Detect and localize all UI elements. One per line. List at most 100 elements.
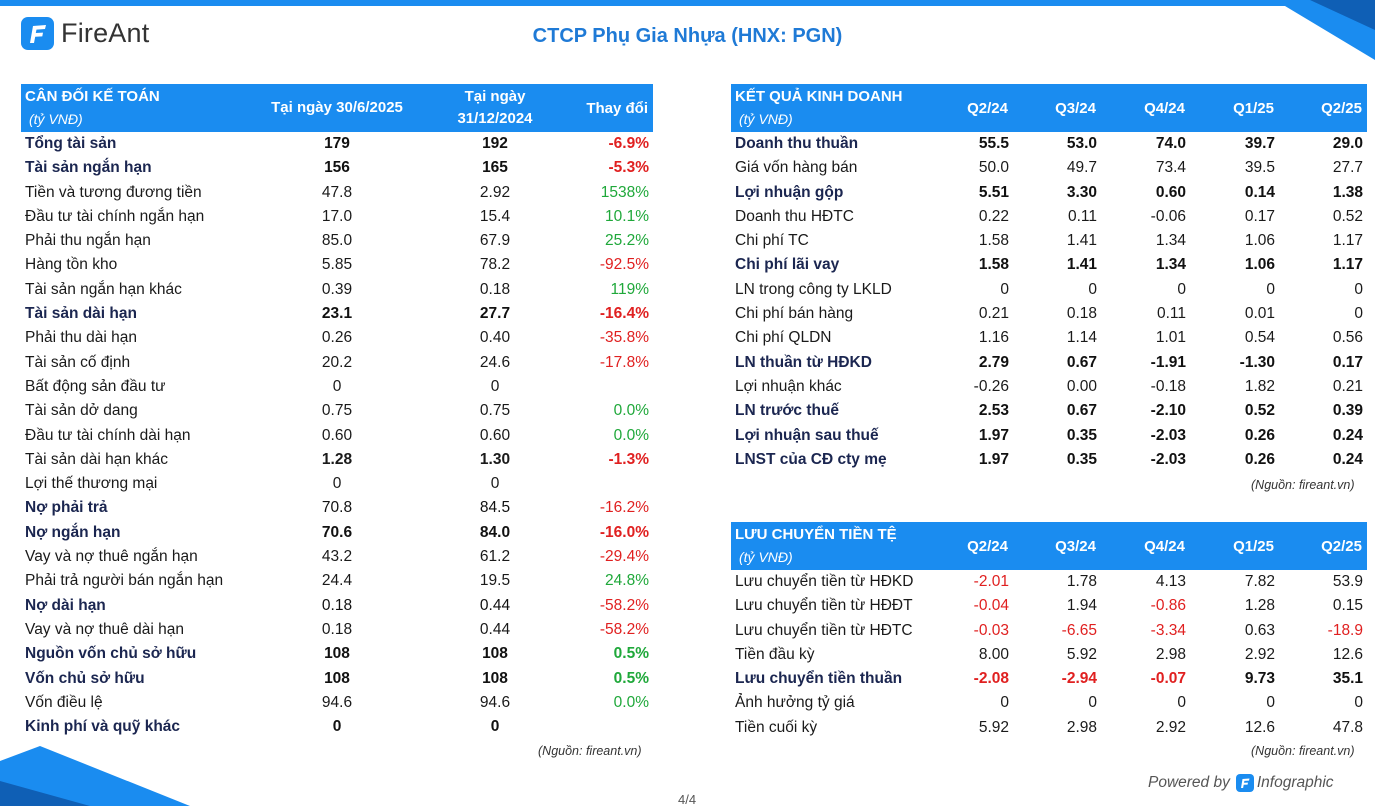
income-statement-header: KẾT QUẢ KINH DOANH (tỷ VNĐ) — [731, 84, 925, 132]
period-value: 7.82 — [1244, 573, 1275, 590]
col-header-change: Thay đổi — [565, 84, 653, 132]
period-value: 2.79 — [978, 353, 1009, 371]
fireant-logo[interactable]: FireAnt — [21, 17, 149, 50]
period-value: 0.24 — [1332, 450, 1363, 468]
value-30-6-2025: 5.85 — [321, 256, 353, 274]
row-label: Vay và nợ thuê dài hạn — [25, 620, 184, 638]
period-value: 0 — [1000, 694, 1009, 712]
period-value: 0.11 — [1067, 207, 1097, 225]
period-header: Q3/24 — [1013, 84, 1101, 132]
period-value: 0.15 — [1332, 597, 1363, 615]
value-31-12-2024: 0.75 — [479, 402, 511, 420]
value-30-6-2025: 24.4 — [321, 572, 353, 590]
period-value: 0 — [1177, 694, 1186, 712]
row-label: Tài sản dài hạn khác — [25, 450, 169, 468]
change-value: 25.2% — [605, 232, 649, 250]
value-30-6-2025: 47.8 — [321, 183, 353, 201]
row-label: Kinh phí và quỹ khác — [25, 718, 181, 736]
period-value: 39.5 — [1244, 159, 1275, 177]
infographic-logo-icon — [1235, 774, 1254, 792]
table-row: Vốn điều lệ 94.6 94.6 0.0% — [21, 691, 653, 715]
row-label: Tài sản dài hạn — [25, 305, 137, 323]
row-label: Tiền cuối kỳ — [735, 718, 818, 736]
change-value: -92.5% — [599, 256, 649, 274]
row-label: LN trong công ty LKLD — [735, 280, 892, 298]
value-31-12-2024: 0.44 — [479, 596, 511, 614]
row-label: Đầu tư tài chính ngắn hạn — [25, 207, 205, 225]
value-30-6-2025: 0.75 — [321, 402, 353, 420]
row-label: Tài sản dở dang — [25, 402, 138, 420]
row-label: Vốn chủ sở hữu — [25, 669, 145, 687]
period-value: -0.18 — [1150, 377, 1186, 395]
table-row: Nợ dài hạn 0.18 0.44 -58.2% — [21, 594, 653, 618]
value-30-6-2025: 0 — [332, 718, 342, 736]
period-value: 2.92 — [1155, 718, 1186, 736]
table-row: Nợ phải trả 70.8 84.5 -16.2% — [21, 496, 653, 520]
value-31-12-2024: 94.6 — [479, 693, 511, 711]
period-value: 35.1 — [1332, 670, 1363, 688]
value-30-6-2025: 85.0 — [321, 232, 353, 250]
change-value — [565, 715, 653, 739]
period-value: -1.30 — [1239, 353, 1275, 371]
balance-sheet-source: (Nguồn: fireant.vn) — [538, 744, 642, 758]
value-31-12-2024: 0 — [490, 718, 500, 736]
period-value: 1.17 — [1332, 256, 1363, 274]
change-value: 0.0% — [613, 426, 649, 444]
period-value: 0.11 — [1156, 305, 1186, 323]
table-row: Lợi nhuận sau thuế 1.97 0.35 -2.03 0.26 0.24 — [731, 424, 1367, 448]
value-30-6-2025: 20.2 — [321, 353, 353, 371]
change-value: 0.0% — [613, 402, 649, 420]
change-value: -1.3% — [608, 450, 650, 468]
period-value: 5.51 — [978, 183, 1009, 201]
cash-flow-header: LƯU CHUYỂN TIỀN TỆ (tỷ VNĐ) — [731, 522, 925, 570]
change-value: 24.8% — [605, 572, 649, 590]
period-value: 0.17 — [1332, 353, 1363, 371]
value-31-12-2024: 0.18 — [479, 280, 511, 298]
table-row: LNST của CĐ cty mẹ 1.97 0.35 -2.03 0.26 0.24 — [731, 448, 1367, 472]
page-title: CTCP Phụ Gia Nhựa (HNX: PGN) — [532, 25, 843, 47]
row-label: Tiền và tương đương tiền — [25, 183, 202, 201]
period-value: 53.0 — [1066, 135, 1097, 152]
period-value: 0 — [1177, 280, 1186, 298]
table-row: Tiền cuối kỳ 5.92 2.98 2.92 12.6 47.8 — [731, 716, 1367, 740]
period-value: 0 — [1088, 694, 1097, 712]
period-value: -0.03 — [973, 621, 1009, 639]
value-30-6-2025: 179 — [324, 135, 350, 152]
period-value: -0.26 — [973, 377, 1009, 395]
value-30-6-2025: 0.39 — [321, 280, 353, 298]
period-value: 0.56 — [1332, 329, 1363, 347]
value-30-6-2025: 0 — [332, 475, 342, 493]
value-30-6-2025: 0.18 — [321, 620, 353, 638]
row-label: Lưu chuyển tiền từ HĐKD — [735, 573, 914, 590]
table-row: Phải trả người bán ngắn hạn 24.4 19.5 24.8% — [21, 569, 653, 593]
table-row: Đầu tư tài chính dài hạn 0.60 0.60 0.0% — [21, 424, 653, 448]
period-value: 1.41 — [1066, 256, 1097, 274]
period-value: 1.82 — [1244, 377, 1275, 395]
change-value — [565, 375, 653, 399]
row-label: LN thuần từ HĐKD — [735, 353, 872, 371]
change-value: -58.2% — [599, 620, 649, 638]
period-value: 29.0 — [1332, 135, 1363, 152]
table-row: Lưu chuyển tiền từ HĐĐT -0.04 1.94 -0.86 1.2… — [731, 594, 1367, 618]
table-row: Chi phí QLDN 1.16 1.14 1.01 0.54 0.56 — [731, 326, 1367, 350]
period-value: 0.00 — [1066, 377, 1097, 395]
period-value: 1.06 — [1244, 232, 1275, 250]
period-value: 0 — [1354, 694, 1363, 712]
row-label: Tiền đầu kỳ — [735, 645, 815, 663]
table-row: Lợi nhuận khác -0.26 0.00 -0.18 1.82 0.21 — [731, 375, 1367, 399]
change-value: 0.5% — [613, 645, 649, 663]
balance-sheet-header: CÂN ĐỐI KẾ TOÁN (tỷ VNĐ) — [21, 84, 249, 132]
period-value: 74.0 — [1155, 135, 1186, 152]
period-value: 5.92 — [1066, 645, 1097, 663]
change-value: -16.2% — [599, 499, 649, 517]
period-value: -0.06 — [1150, 207, 1186, 225]
period-value: 0.35 — [1066, 450, 1097, 468]
period-value: -2.03 — [1150, 450, 1186, 468]
period-value: -0.04 — [973, 597, 1009, 615]
col-header-31-12-2024: Tại ngày 31/12/2024 — [425, 84, 565, 132]
period-value: 0.67 — [1066, 353, 1097, 371]
period-value: 4.13 — [1155, 573, 1186, 590]
value-31-12-2024: 2.92 — [479, 183, 511, 201]
value-31-12-2024: 84.0 — [479, 523, 511, 541]
row-label: Tài sản cố định — [25, 353, 131, 371]
